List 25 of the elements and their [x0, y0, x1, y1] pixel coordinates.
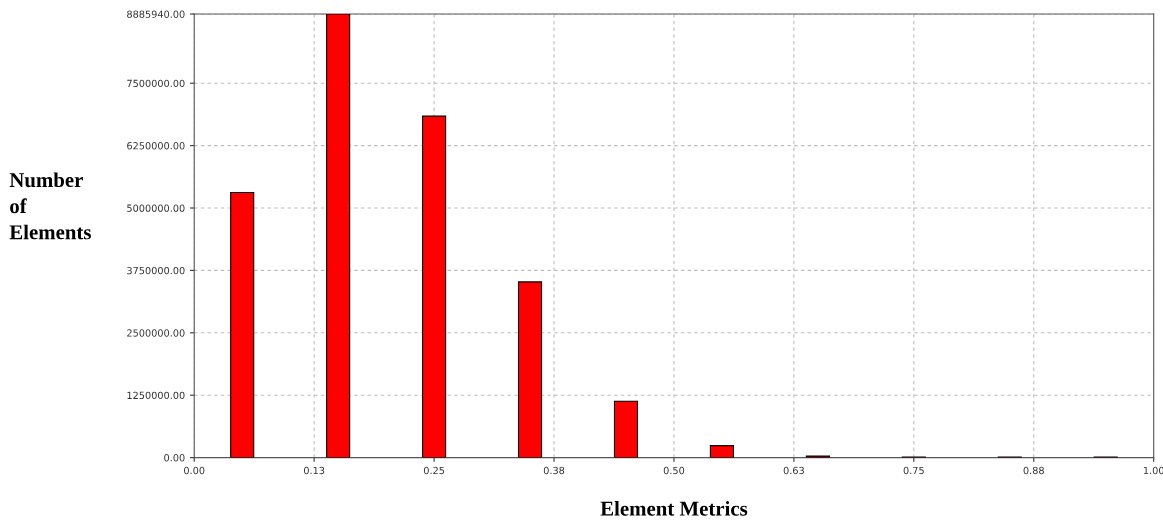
y-tick-label: 0.00	[164, 454, 185, 462]
y-tick-label: 2500000.00	[127, 329, 185, 337]
bar	[422, 115, 447, 458]
y-tick-label: 8885940.00	[127, 10, 185, 18]
y-tick-label: 5000000.00	[127, 204, 185, 212]
y-tick-label: 1250000.00	[127, 391, 185, 400]
x-tick-label: 0.50	[663, 466, 685, 475]
bar	[613, 400, 639, 458]
y-tick-label: 6250000.00	[127, 142, 185, 150]
bar	[230, 191, 255, 458]
bar	[709, 445, 735, 458]
bar	[517, 281, 543, 458]
x-tick-label: 1.00	[1143, 466, 1163, 475]
x-tick-label: 0.25	[423, 466, 445, 475]
bar	[326, 14, 351, 458]
x-tick-label: 0.13	[303, 466, 325, 475]
x-tick-label: 0.00	[184, 466, 205, 475]
y-tick-label: 3750000.00	[127, 266, 185, 275]
y-tick-label: 7500000.00	[127, 79, 185, 88]
x-tick-label: 0.38	[543, 466, 565, 475]
x-tick-label: 0.75	[903, 466, 924, 475]
x-axis-title: Element Metrics	[600, 501, 748, 516]
x-tick-label: 0.88	[1023, 466, 1044, 475]
x-tick-label: 0.63	[783, 466, 804, 475]
y-axis-title: Number of Elements	[9, 172, 91, 240]
